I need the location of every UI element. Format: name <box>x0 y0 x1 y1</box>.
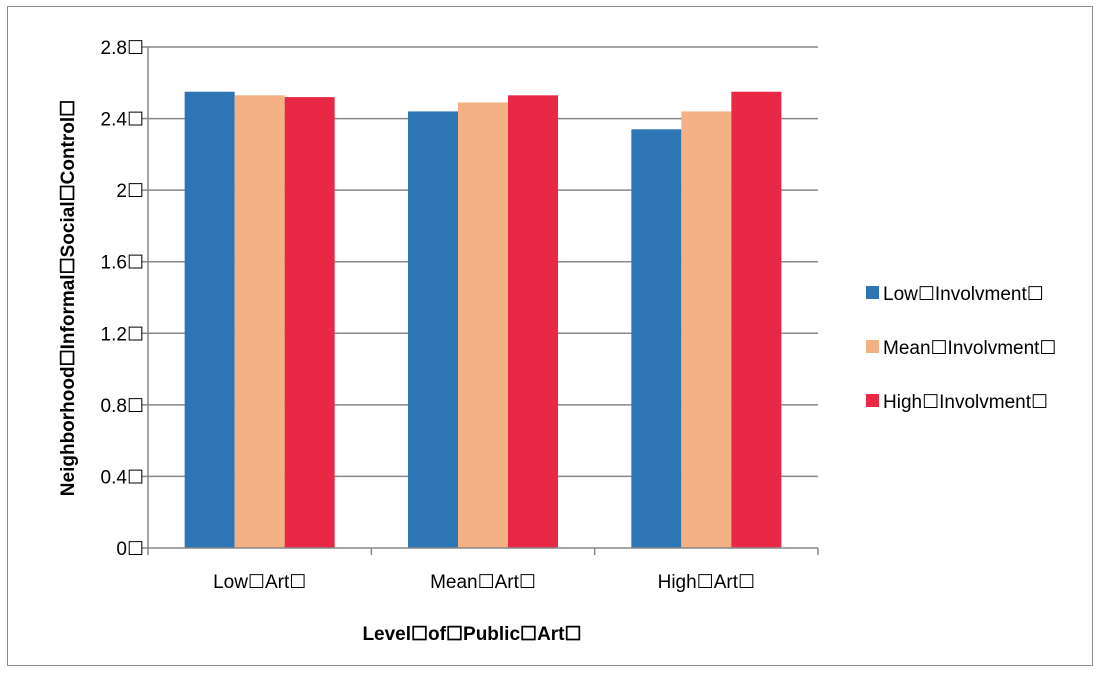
x-tick-labels: Low☐Art☐ Mean☐Art☐ High☐Art☐ <box>213 572 755 593</box>
legend-swatch <box>866 286 879 299</box>
x-tick-label: High☐Art☐ <box>658 572 755 593</box>
y-tick-label: 1.2☐ <box>101 324 144 345</box>
bars <box>184 91 782 549</box>
y-tick-label: 0.8☐ <box>101 396 144 417</box>
y-tick-label: 2.4☐ <box>101 110 144 131</box>
legend-label: Mean☐Involvment☐ <box>883 338 1056 359</box>
bar <box>408 111 458 549</box>
y-tick-labels: 0☐ 0.4☐ 0.8☐ 1.2☐ 1.6☐ 2☐ 2.4☐ 2.8☐ <box>101 38 144 560</box>
x-tick-label: Mean☐Art☐ <box>430 572 536 593</box>
bar <box>284 97 335 548</box>
bar <box>508 95 558 548</box>
bar <box>731 91 782 548</box>
y-tick-label: 0.4☐ <box>101 467 144 488</box>
x-axis-title: Level☐of☐Public☐Art☐ <box>362 624 581 645</box>
y-tick-label: 1.6☐ <box>101 253 144 274</box>
bar <box>631 129 682 549</box>
y-tick-label: 2.8☐ <box>101 38 144 59</box>
y-tick-label: 0☐ <box>116 539 144 560</box>
bar <box>184 91 235 548</box>
legend: Low☐Involvment☐ Mean☐Involvment☐ High☐Invo… <box>866 284 1056 413</box>
y-tick-label: 2☐ <box>116 181 144 202</box>
bar <box>681 111 732 549</box>
legend-swatch <box>866 340 879 353</box>
bar <box>234 95 285 548</box>
legend-label: Low☐Involvment☐ <box>883 284 1044 305</box>
y-axis-title: Neighborhood☐Informal☐Social☐Control☐ <box>58 100 79 496</box>
legend-label: High☐Involvment☐ <box>883 392 1048 413</box>
bar <box>458 102 508 548</box>
axes <box>147 47 818 549</box>
legend-swatch <box>866 394 879 407</box>
x-tick-label: Low☐Art☐ <box>213 572 306 593</box>
